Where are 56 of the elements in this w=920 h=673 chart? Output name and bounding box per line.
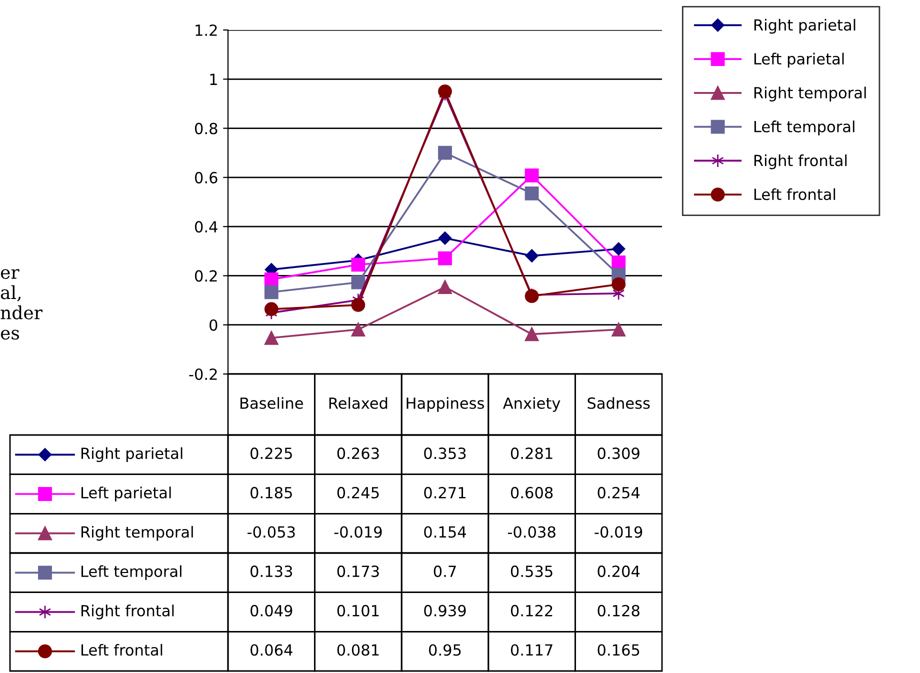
- data-label: 0.95: [429, 644, 461, 656]
- text: Right frontal: [82, 604, 174, 620]
- y-tick-label: 1.2: [196, 24, 217, 36]
- legend-label: Right frontal: [754, 154, 847, 170]
- text: Left parietal: [82, 486, 171, 502]
- data-label: 0.939: [424, 604, 466, 616]
- data-label: 0.165: [598, 644, 640, 656]
- data-label: 0.185: [250, 486, 292, 498]
- legend-label: Right temporal: [82, 526, 193, 541]
- data-label: 0.271: [424, 486, 466, 498]
- x-tick-label: Relaxed: [329, 397, 388, 409]
- data-label: 0.245: [337, 486, 379, 498]
- x-tick-label: Baseline: [240, 397, 303, 409]
- y-tick-label: 0.2: [194, 270, 217, 282]
- x-tick-label: Happiness: [406, 397, 484, 412]
- y-tick-label: -0.2: [189, 368, 217, 380]
- data-label: 0.064: [250, 644, 292, 656]
- legend-label: Right parietal: [82, 447, 182, 462]
- data-label: 0.154: [424, 526, 466, 538]
- data-label: 0.263: [337, 448, 379, 460]
- y-tick-label: 1: [210, 74, 217, 85]
- data-label: 0.535: [510, 566, 552, 578]
- y-tick-label: 0.8: [194, 122, 218, 134]
- text: Right temporal: [754, 86, 866, 102]
- data-label: 0.281: [510, 448, 552, 460]
- data-label: -0.019: [594, 526, 642, 538]
- x-tick-label: Anxiety: [502, 397, 560, 412]
- data-label: 0.128: [598, 604, 640, 616]
- data-label: 0.117: [510, 644, 552, 656]
- data-label: 0.049: [250, 604, 292, 616]
- text: Right parietal: [754, 18, 856, 34]
- data-label: 0.7: [434, 566, 456, 578]
- data-label: -0.053: [248, 526, 295, 538]
- data-label: 0.309: [598, 448, 640, 460]
- x-tick-label: Sadness: [588, 397, 650, 409]
- text: Left frontal: [82, 644, 162, 656]
- data-label: 0.081: [337, 644, 379, 656]
- legend-label: Left temporal: [754, 120, 854, 136]
- legend-label: Left parietal: [754, 52, 844, 68]
- y-tick-label: 0: [210, 319, 218, 331]
- data-label: 0.254: [598, 486, 640, 498]
- y-tick-label: 0.6: [194, 172, 218, 184]
- data-label: 0.353: [424, 448, 466, 460]
- legend-label: Left frontal: [754, 188, 836, 200]
- text: Left temporal: [82, 565, 182, 580]
- data-label: 0.101: [337, 604, 379, 616]
- data-label: 0.173: [337, 566, 379, 578]
- data-label: -0.019: [334, 526, 382, 538]
- data-label: 0.225: [250, 448, 292, 460]
- data-label: 0.122: [510, 604, 552, 616]
- data-label: 0.204: [598, 566, 640, 578]
- data-label: 0.608: [510, 486, 553, 498]
- y-tick-label: 0.4: [194, 221, 218, 233]
- text: er al, nder es: [0, 269, 42, 340]
- data-label: 0.133: [250, 566, 292, 578]
- data-label: -0.038: [508, 526, 556, 538]
